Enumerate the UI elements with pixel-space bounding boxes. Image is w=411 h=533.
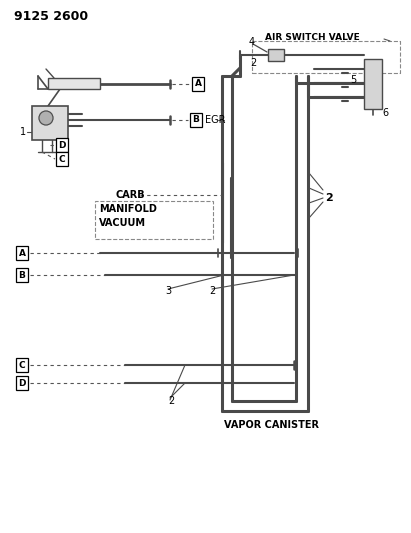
- Text: B: B: [193, 116, 199, 125]
- Text: 2: 2: [168, 396, 174, 406]
- Text: 3: 3: [165, 286, 171, 296]
- Text: D: D: [58, 141, 66, 149]
- Bar: [32, 106, 68, 140]
- Text: EGR: EGR: [205, 115, 226, 125]
- Text: 6: 6: [382, 108, 388, 118]
- Circle shape: [39, 111, 53, 125]
- Text: 5: 5: [350, 75, 356, 85]
- Text: 2: 2: [250, 58, 256, 68]
- Text: 4: 4: [249, 37, 255, 47]
- Bar: [48, 78, 100, 89]
- Text: C: C: [18, 360, 25, 369]
- Bar: [268, 49, 284, 61]
- Bar: [95, 201, 213, 239]
- Text: 9125 2600: 9125 2600: [14, 11, 88, 23]
- Text: 1: 1: [20, 127, 26, 137]
- Text: 2: 2: [325, 193, 333, 203]
- Text: AIR SWITCH VALVE: AIR SWITCH VALVE: [265, 33, 360, 42]
- Text: D: D: [18, 378, 26, 387]
- Text: VAPOR CANISTER: VAPOR CANISTER: [224, 420, 319, 430]
- Text: CARB: CARB: [115, 190, 145, 200]
- Text: VACUUM: VACUUM: [99, 218, 146, 228]
- Text: A: A: [194, 79, 201, 88]
- Bar: [364, 59, 382, 109]
- Text: A: A: [18, 248, 25, 257]
- Text: MANIFOLD: MANIFOLD: [99, 204, 157, 214]
- Bar: [252, 41, 400, 73]
- Text: C: C: [59, 155, 65, 164]
- Text: B: B: [18, 271, 25, 279]
- Text: 2: 2: [209, 286, 215, 296]
